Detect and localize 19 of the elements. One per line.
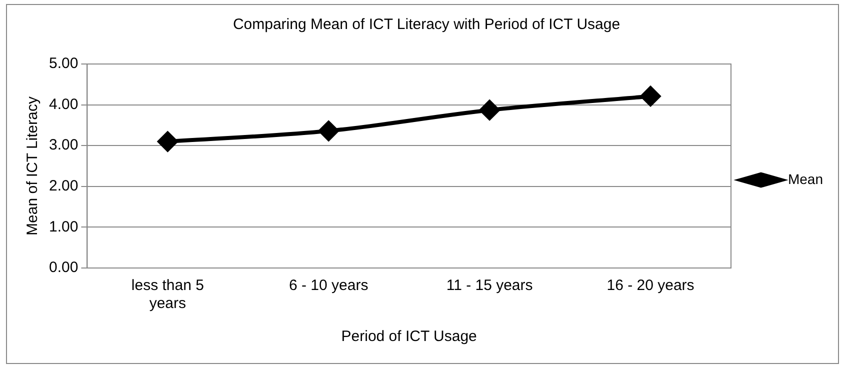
y-tick-label: 1.00 xyxy=(48,218,78,236)
y-tick-label: 4.00 xyxy=(48,96,78,113)
x-tick-label: 16 - 20 years xyxy=(606,277,694,294)
x-tick-label: 6 - 10 years xyxy=(289,277,368,294)
x-axis-title: Period of ICT Usage xyxy=(341,328,477,346)
point xyxy=(318,120,339,141)
legend-label: Mean xyxy=(788,170,824,187)
y-tick-label: 2.00 xyxy=(48,178,78,195)
y-tick-label: 3.00 xyxy=(48,136,78,154)
y-tick-label: 0.00 xyxy=(48,259,78,276)
chart-title: Comparing Mean of ICT Literacy with Period of ICT Usage xyxy=(232,16,620,34)
y-axis-title: Mean of ICT Literacy xyxy=(24,96,42,236)
category-label: years xyxy=(149,295,186,312)
y-tick-label: 5.00 xyxy=(48,55,78,72)
category-label: less than 5 xyxy=(131,277,204,294)
point xyxy=(640,86,661,106)
point xyxy=(158,132,178,152)
x-tick-label: 11 - 15 years xyxy=(446,277,533,294)
point xyxy=(480,100,500,120)
